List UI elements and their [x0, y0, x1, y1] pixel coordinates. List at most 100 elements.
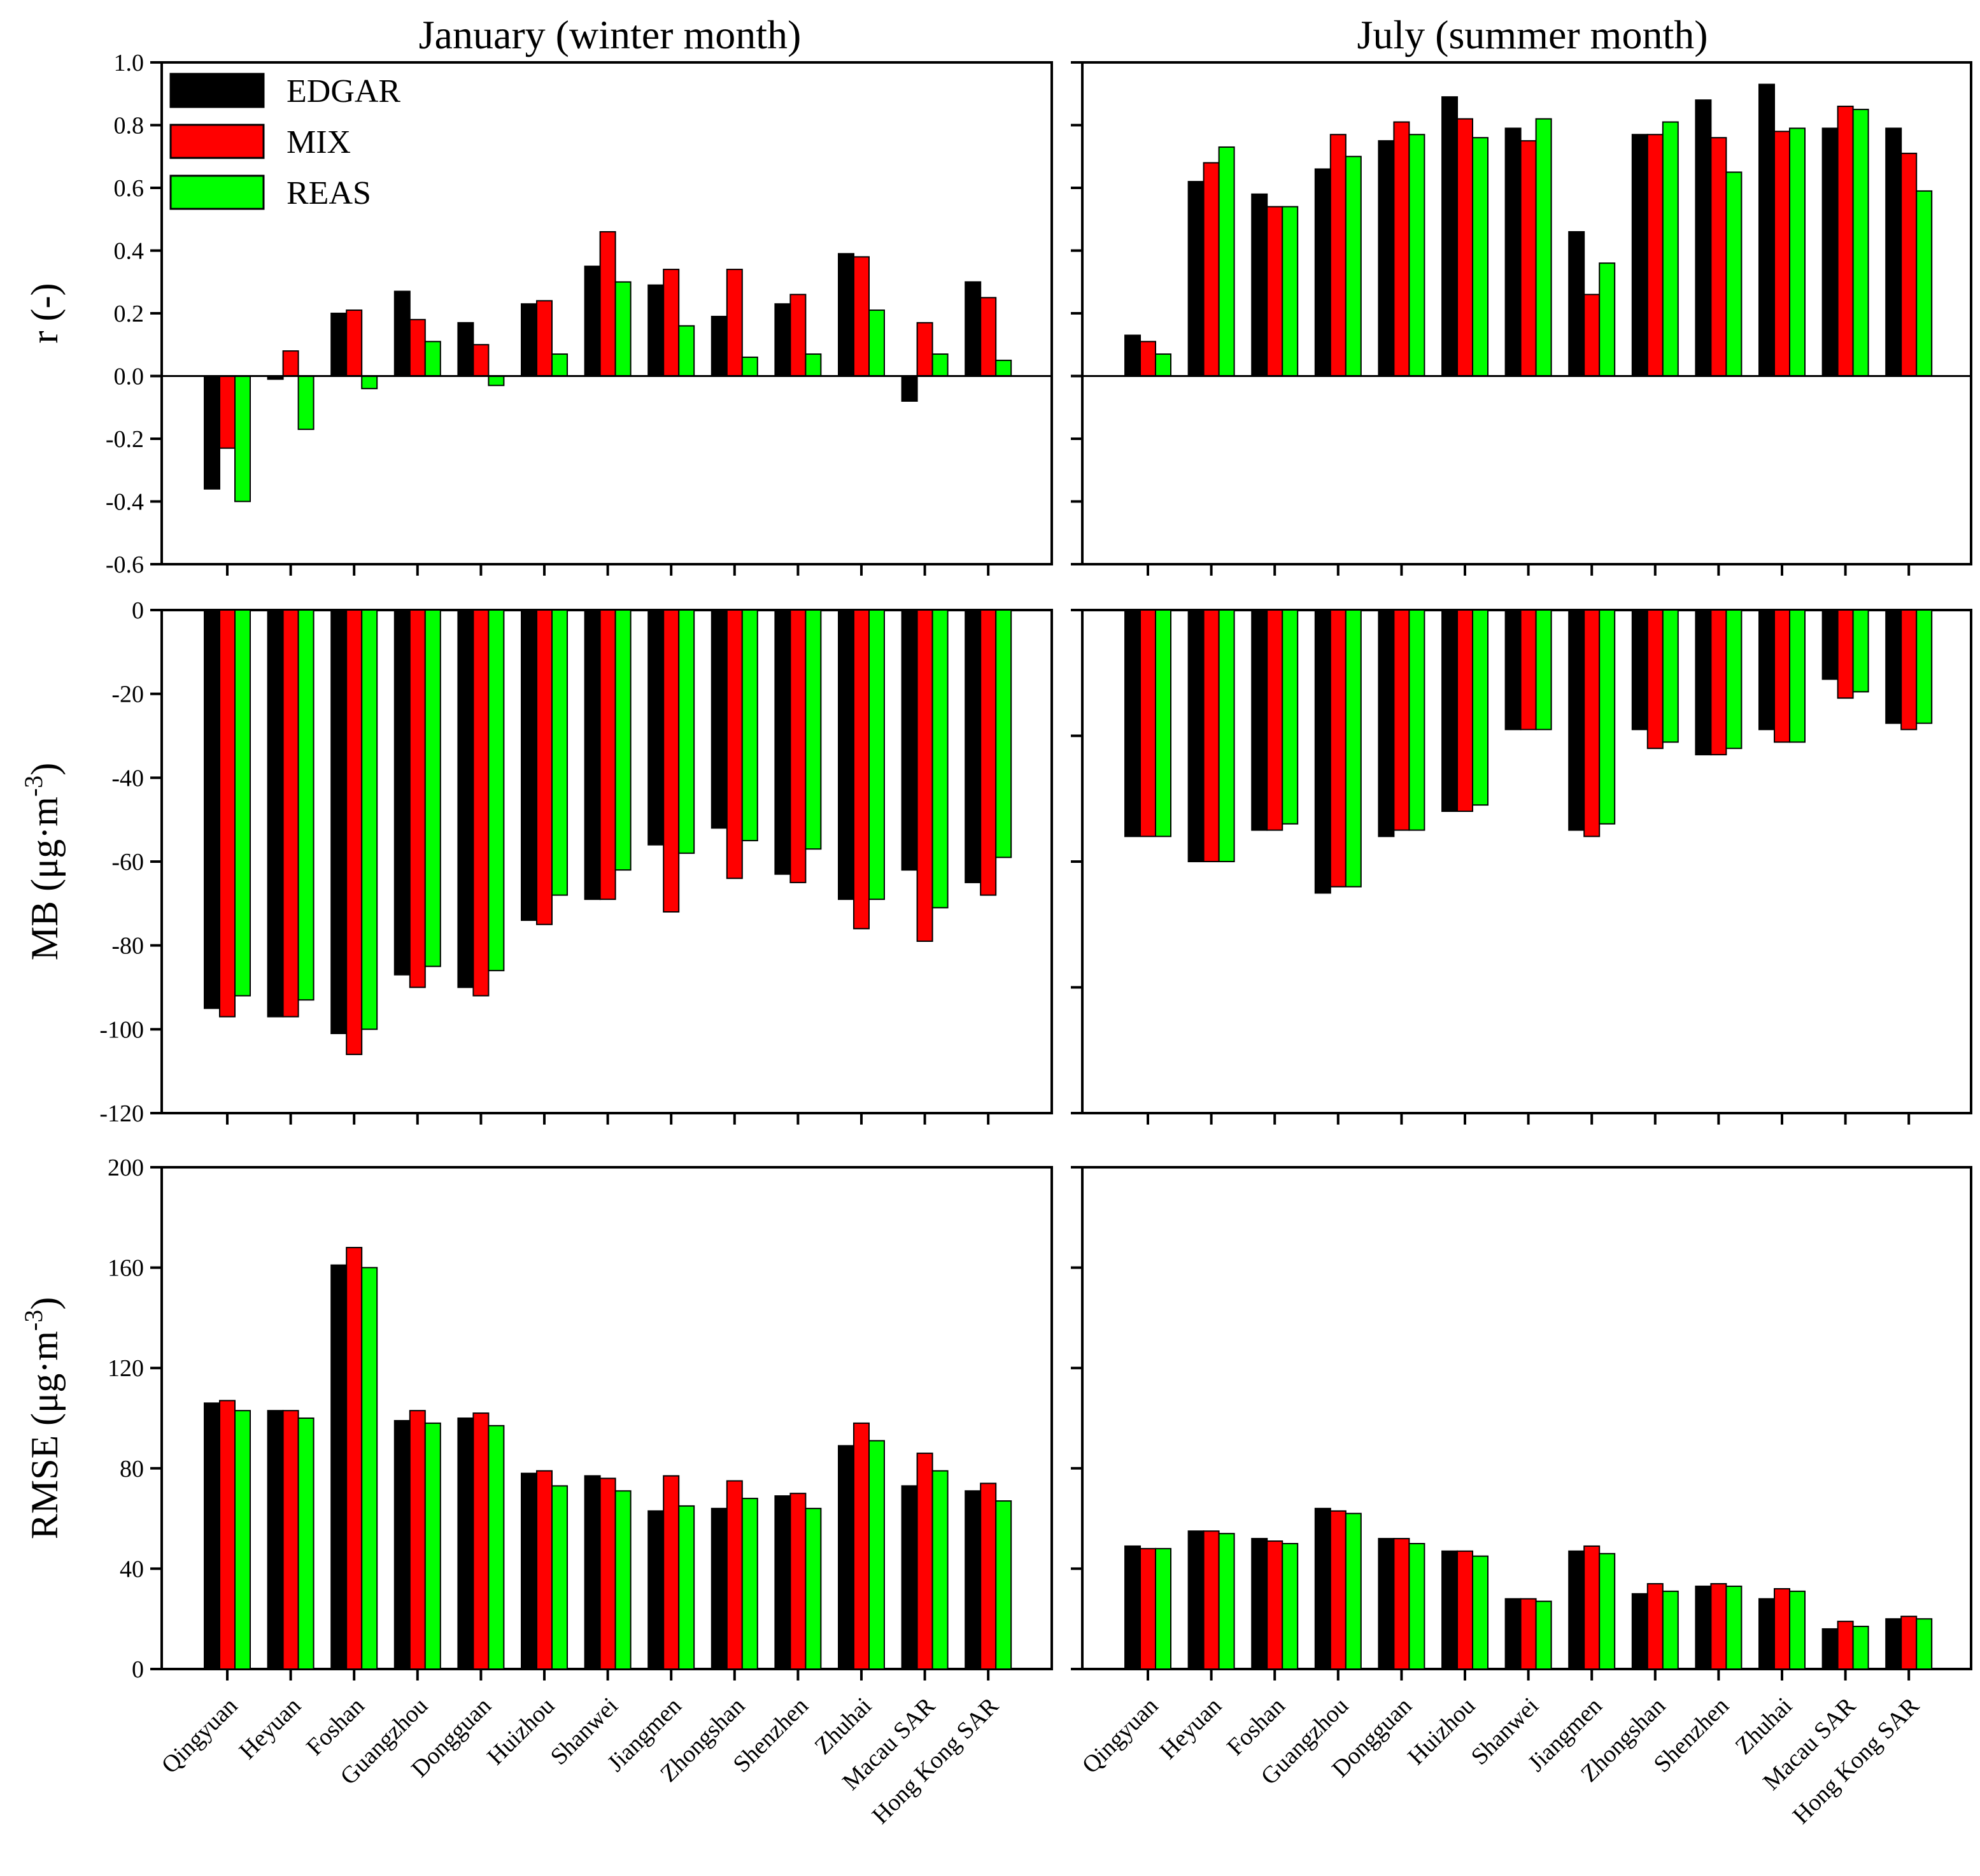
- bar-edgar-zhuhai: [1758, 1598, 1775, 1670]
- bar-edgar-foshan: [330, 609, 348, 1034]
- bar-reas-hong-kong-sar: [995, 359, 1012, 377]
- bar-reas-shanwei: [1535, 609, 1552, 730]
- bar-edgar-foshan: [330, 313, 348, 377]
- bar-reas-heyuan: [297, 1418, 315, 1670]
- chart-rmse-july: QingyuanHeyuanFoshanGuangzhouDongguanHui…: [1071, 1166, 1972, 1829]
- bar-edgar-dongguan: [457, 609, 474, 988]
- bar-reas-zhuhai: [1789, 127, 1806, 377]
- y-tick-label: 0: [132, 597, 144, 624]
- bar-mix-qingyuan: [1140, 341, 1156, 377]
- bar-edgar-shenzhen: [774, 609, 791, 875]
- bar-reas-zhongshan: [741, 356, 758, 377]
- bar-mix-heyuan: [1203, 162, 1220, 377]
- bar-edgar-hong-kong-sar: [965, 281, 982, 377]
- bar-reas-huizhou: [551, 353, 568, 377]
- y-tick-label: -120: [99, 1100, 144, 1127]
- bar-edgar-huizhou: [521, 609, 537, 921]
- bar-mix-shanwei: [599, 609, 616, 900]
- bar-mix-zhongshan: [726, 269, 743, 377]
- bar-reas-qingyuan: [234, 375, 251, 502]
- bar-mix-qingyuan: [219, 375, 236, 449]
- y-tick-label: 0.8: [114, 113, 145, 139]
- bar-mix-huizhou: [536, 1470, 553, 1670]
- bar-reas-heyuan: [297, 375, 315, 430]
- bar-mix-zhuhai: [853, 1422, 870, 1670]
- bar-edgar-qingyuan: [1124, 609, 1141, 837]
- bar-reas-huizhou: [1472, 137, 1489, 377]
- bar-edgar-heyuan: [267, 609, 284, 1018]
- bar-edgar-zhuhai: [838, 1445, 854, 1670]
- x-category-label: Qingyuan: [1077, 1693, 1164, 1779]
- bar-edgar-huizhou: [521, 303, 537, 377]
- bar-mix-shanwei: [599, 1477, 616, 1670]
- bar-reas-foshan: [1282, 1543, 1299, 1670]
- bar-edgar-heyuan: [1187, 181, 1205, 377]
- bar-mix-foshan: [1266, 1540, 1283, 1670]
- bar-reas-zhuhai: [868, 1440, 885, 1670]
- legend-swatch-edgar: [169, 73, 265, 108]
- bar-mix-huizhou: [536, 609, 553, 925]
- bar-mix-jiangmen: [663, 609, 680, 913]
- bar-mix-shenzhen: [789, 1493, 807, 1670]
- bar-mix-hong-kong-sar: [980, 297, 997, 377]
- bar-reas-qingyuan: [1155, 1547, 1171, 1670]
- y-tick-label: 0.0: [114, 364, 145, 390]
- bar-edgar-heyuan: [267, 1410, 284, 1670]
- bar-reas-jiangmen: [1599, 609, 1616, 825]
- bar-reas-macau-sar: [931, 353, 949, 377]
- bar-edgar-dongguan: [457, 1418, 474, 1670]
- bar-edgar-foshan: [1251, 193, 1268, 377]
- bar-mix-dongguan: [1393, 609, 1410, 831]
- bar-edgar-shanwei: [1504, 127, 1522, 377]
- bar-mix-heyuan: [1203, 1530, 1220, 1670]
- legend-label-reas: REAS: [286, 175, 371, 211]
- bar-reas-heyuan: [297, 609, 315, 1001]
- bar-edgar-guangzhou: [1314, 168, 1331, 377]
- bar-reas-dongguan: [488, 375, 505, 387]
- bar-edgar-guangzhou: [1314, 1507, 1331, 1670]
- chart-r-july: [1071, 61, 1972, 576]
- bar-edgar-shenzhen: [1695, 609, 1712, 756]
- bar-edgar-guangzhou: [393, 290, 411, 377]
- bar-reas-qingyuan: [234, 1410, 251, 1670]
- bar-reas-zhongshan: [1662, 1590, 1679, 1670]
- bar-reas-macau-sar: [931, 609, 949, 909]
- bar-mix-macau-sar: [1837, 609, 1854, 699]
- bar-mix-huizhou: [1457, 609, 1473, 812]
- bar-reas-guangzhou: [424, 609, 441, 967]
- bar-reas-shenzhen: [805, 1507, 822, 1670]
- bar-mix-jiangmen: [1583, 609, 1601, 837]
- bar-mix-hong-kong-sar: [980, 609, 997, 896]
- bar-edgar-jiangmen: [647, 284, 665, 377]
- x-category-label: Huizhou: [482, 1693, 560, 1770]
- bar-edgar-hong-kong-sar: [965, 1490, 982, 1670]
- bar-edgar-dongguan: [457, 322, 474, 377]
- bar-edgar-jiangmen: [1568, 231, 1585, 377]
- bar-edgar-zhuhai: [1758, 609, 1775, 730]
- bar-mix-guangzhou: [409, 318, 426, 377]
- bar-mix-foshan: [346, 1247, 363, 1670]
- bar-edgar-shenzhen: [774, 1495, 791, 1670]
- legend-label-edgar: EDGAR: [286, 73, 400, 110]
- bar-reas-foshan: [361, 609, 378, 1030]
- bar-mix-zhuhai: [853, 609, 870, 930]
- bar-mix-foshan: [346, 309, 363, 377]
- bar-mix-huizhou: [1457, 118, 1473, 377]
- bar-mix-zhongshan: [1646, 134, 1664, 377]
- bar-mix-qingyuan: [1140, 1547, 1156, 1670]
- bar-reas-hong-kong-sar: [1916, 609, 1933, 724]
- bar-mix-shanwei: [1520, 140, 1537, 377]
- bar-edgar-hong-kong-sar: [1885, 1618, 1902, 1670]
- bar-reas-hong-kong-sar: [1916, 190, 1933, 377]
- bar-reas-macau-sar: [1852, 609, 1869, 693]
- bar-reas-hong-kong-sar: [995, 609, 1012, 858]
- bar-edgar-huizhou: [1441, 96, 1458, 377]
- bar-mix-hong-kong-sar: [1900, 1616, 1918, 1670]
- bar-reas-guangzhou: [1345, 1512, 1362, 1670]
- bar-reas-dongguan: [1408, 134, 1425, 377]
- bar-mix-shenzhen: [1710, 137, 1727, 377]
- bar-mix-foshan: [1266, 206, 1283, 377]
- chart-rmse-january: 0 40 80 120 160 200 RMSE (μg·m-3) QingyuanHeyua…: [19, 1155, 1053, 1829]
- bar-reas-jiangmen: [678, 325, 695, 377]
